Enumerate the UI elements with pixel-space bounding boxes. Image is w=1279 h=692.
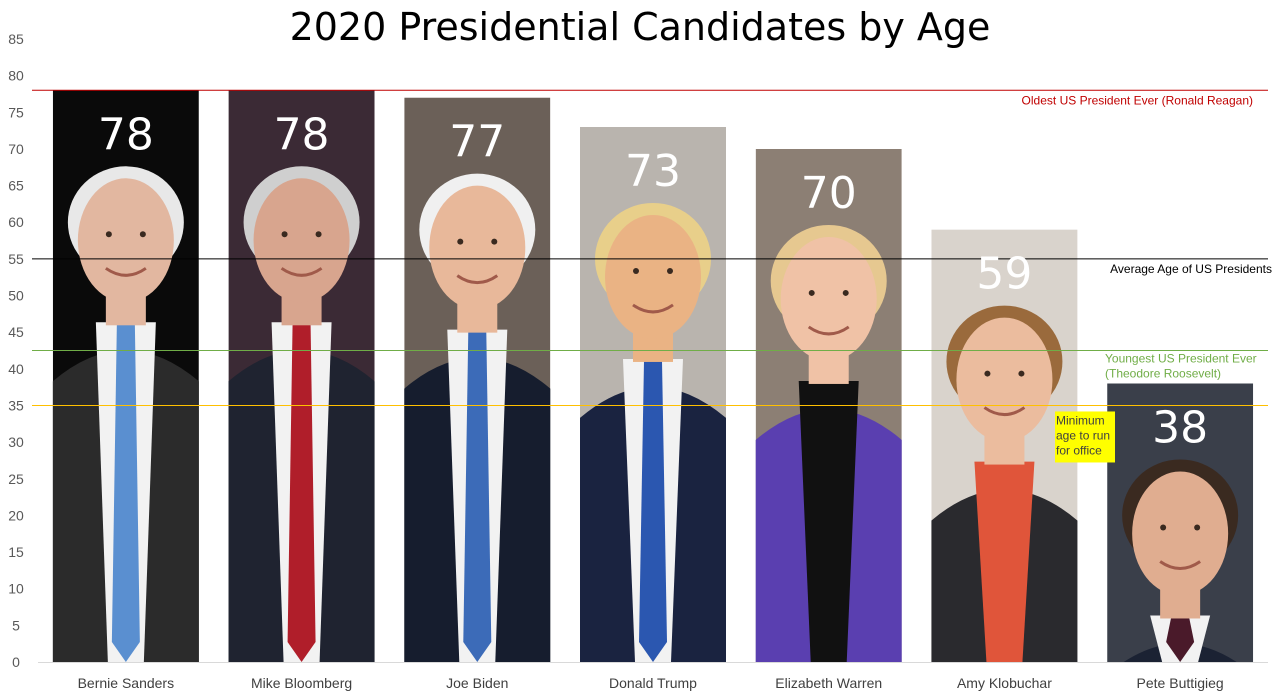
x-tick-label: Elizabeth Warren bbox=[775, 675, 882, 691]
bar bbox=[404, 97, 551, 662]
reference-label-youngest: Youngest US President Ever (Theodore Roos… bbox=[1105, 352, 1257, 381]
x-tick-label: Pete Buttigieg bbox=[1137, 675, 1224, 691]
y-tick-label: 40 bbox=[8, 361, 24, 377]
reference-lines: Oldest US President Ever (Ronald Reagan)… bbox=[32, 89, 1272, 463]
data-label: 59 bbox=[976, 249, 1032, 300]
y-tick-label: 65 bbox=[8, 178, 24, 194]
x-axis: Bernie Sanders Mike Bloomberg Joe Biden Don… bbox=[38, 662, 1268, 691]
y-tick-label: 25 bbox=[8, 471, 24, 487]
y-tick-label: 85 bbox=[8, 31, 24, 47]
data-label: 78 bbox=[274, 109, 330, 160]
x-tick-label: Mike Bloomberg bbox=[251, 675, 352, 691]
x-tick-label: Bernie Sanders bbox=[78, 675, 175, 691]
data-labels: 78 78 77 73 70 59 38 bbox=[98, 109, 1208, 453]
x-tick-label: Amy Klobuchar bbox=[957, 675, 1052, 691]
y-tick-label: 30 bbox=[8, 434, 24, 450]
data-label: 70 bbox=[801, 168, 857, 219]
data-label: 73 bbox=[625, 146, 681, 197]
y-tick-label: 50 bbox=[8, 288, 24, 304]
y-tick-label: 70 bbox=[8, 141, 24, 157]
y-tick-label: 0 bbox=[12, 654, 20, 670]
reference-label-minimum-age: Minimum age to run for office bbox=[1056, 413, 1110, 457]
y-axis: 0 5 10 15 20 25 30 35 40 45 50 55 60 65 70 75 80 85 bbox=[8, 31, 24, 670]
bar bbox=[228, 90, 375, 662]
x-tick-label: Joe Biden bbox=[446, 675, 508, 691]
x-tick-label: Donald Trump bbox=[609, 675, 697, 691]
y-tick-label: 20 bbox=[8, 507, 24, 523]
y-tick-label: 5 bbox=[12, 617, 20, 633]
y-tick-label: 10 bbox=[8, 581, 24, 597]
y-tick-label: 60 bbox=[8, 214, 24, 230]
minimum-age-highlight bbox=[1055, 411, 1115, 463]
y-tick-label: 80 bbox=[8, 68, 24, 84]
data-label: 78 bbox=[98, 109, 154, 160]
reference-label-oldest: Oldest US President Ever (Ronald Reagan) bbox=[1022, 93, 1253, 107]
data-label: 38 bbox=[1152, 402, 1208, 453]
bar bbox=[580, 126, 726, 662]
data-label: 77 bbox=[449, 117, 505, 168]
bar bbox=[1107, 383, 1254, 662]
y-tick-label: 35 bbox=[8, 397, 24, 413]
bar bbox=[52, 90, 199, 662]
chart-title: 2020 Presidential Candidates by Age bbox=[290, 5, 991, 49]
y-tick-label: 55 bbox=[8, 251, 24, 267]
bar bbox=[931, 229, 1078, 663]
bars bbox=[52, 90, 1254, 663]
reference-label-average: Average Age of US Presidents bbox=[1110, 262, 1272, 276]
y-tick-label: 45 bbox=[8, 324, 24, 340]
y-tick-label: 75 bbox=[8, 104, 24, 120]
y-tick-label: 15 bbox=[8, 544, 24, 560]
